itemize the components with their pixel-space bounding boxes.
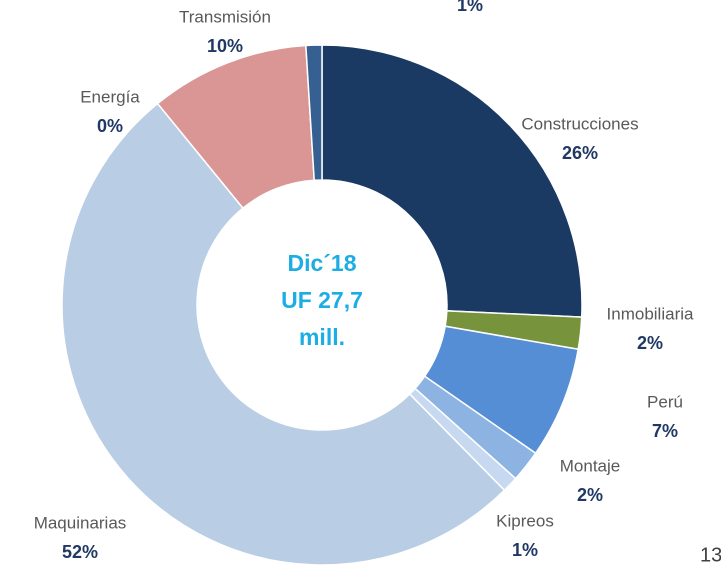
center-text: Dic´18 [287, 250, 356, 276]
category-label: Perú [647, 392, 683, 411]
category-label: Construcciones [521, 114, 638, 133]
value-label: 26% [562, 143, 598, 163]
category-label: Maquinarias [34, 513, 127, 532]
value-label: 1% [512, 540, 538, 560]
value-label: 10% [207, 36, 243, 56]
category-label: Energía [80, 87, 140, 106]
slice [305, 44, 323, 182]
category-label: Transmisión [179, 7, 271, 26]
value-label: 52% [62, 542, 98, 562]
center-text: mill. [299, 324, 345, 350]
slice [61, 102, 506, 565]
category-label: Montaje [560, 456, 620, 475]
category-label: Inmobiliaria [607, 304, 694, 323]
value-label: 2% [637, 333, 663, 353]
value-label: 2% [577, 485, 603, 505]
center-text: UF 27,7 [281, 287, 363, 313]
category-label: Kipreos [496, 511, 554, 530]
value-label: 7% [652, 421, 678, 441]
value-label: 1% [457, 0, 483, 15]
page-number: 13 [700, 544, 721, 565]
slice [321, 44, 583, 318]
value-label: 0% [97, 116, 123, 136]
